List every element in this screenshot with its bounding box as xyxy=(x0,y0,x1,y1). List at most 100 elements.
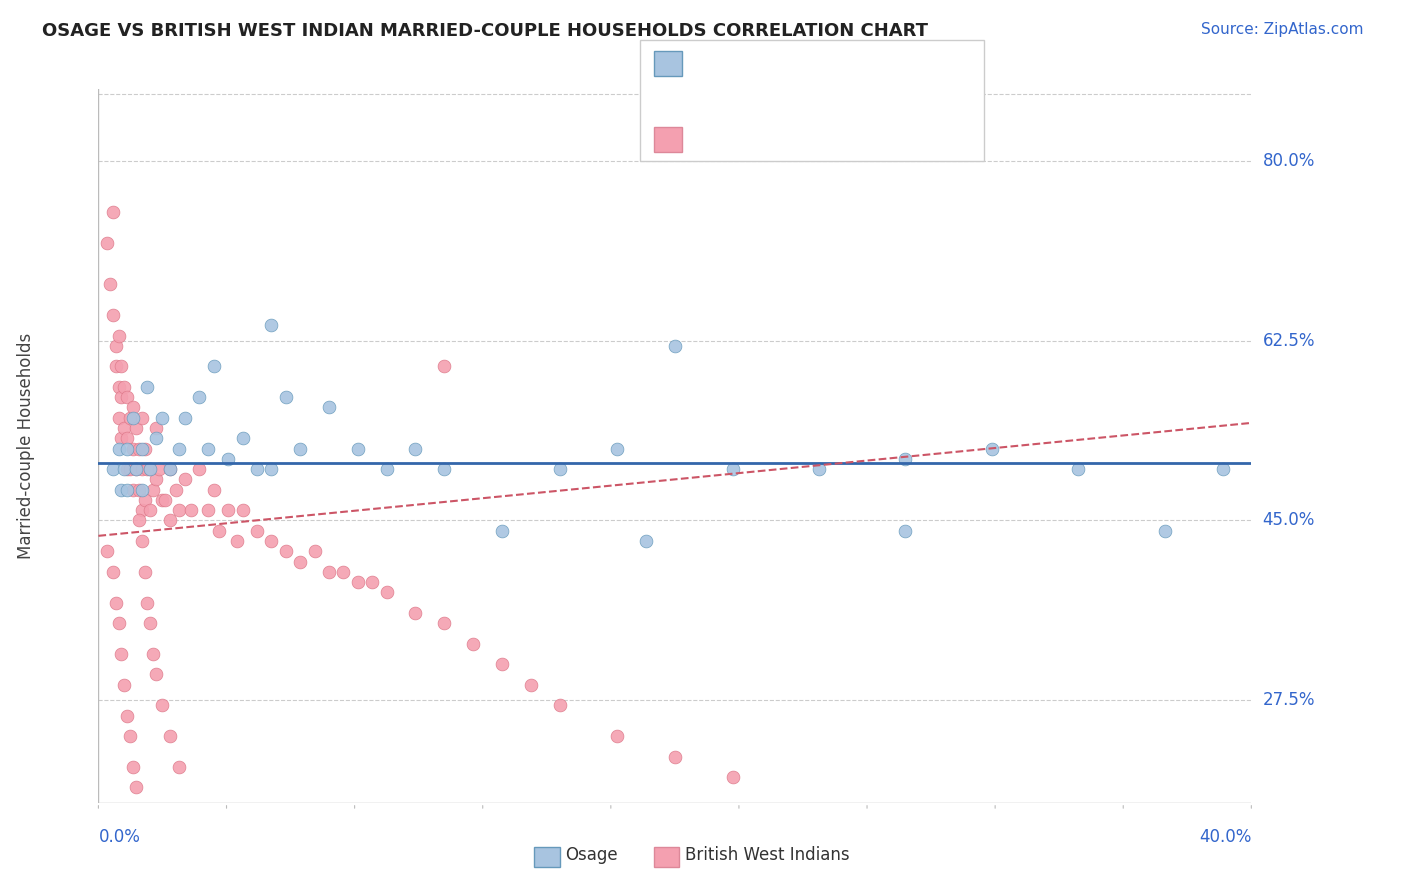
Point xyxy=(548,462,571,476)
Point xyxy=(153,492,176,507)
Text: 45.0%: 45.0% xyxy=(1263,511,1315,530)
Point xyxy=(202,359,225,374)
Point xyxy=(104,359,127,374)
Point xyxy=(208,524,231,538)
Point xyxy=(260,462,283,476)
Text: N = 45: N = 45 xyxy=(789,50,858,68)
Text: Osage: Osage xyxy=(565,847,617,864)
Point xyxy=(145,421,167,435)
Point xyxy=(433,616,456,631)
Point xyxy=(131,483,153,497)
Point xyxy=(139,462,162,476)
Point xyxy=(131,442,153,456)
Point xyxy=(107,328,129,343)
Point xyxy=(145,472,167,486)
Point xyxy=(98,277,121,292)
Point xyxy=(491,524,513,538)
Point xyxy=(131,503,153,517)
Point xyxy=(174,410,197,425)
Point xyxy=(808,462,831,476)
Point xyxy=(145,667,167,681)
Point xyxy=(274,544,297,558)
Point xyxy=(131,533,153,548)
Point xyxy=(104,596,127,610)
Point xyxy=(1154,524,1177,538)
Point xyxy=(120,462,142,476)
Point xyxy=(122,410,145,425)
Point xyxy=(548,698,571,713)
Point xyxy=(117,390,139,404)
Text: 0.050: 0.050 xyxy=(733,126,785,144)
Text: British West Indians: British West Indians xyxy=(685,847,849,864)
Point xyxy=(110,431,132,445)
Point xyxy=(520,678,543,692)
Point xyxy=(636,533,658,548)
Point xyxy=(122,442,145,456)
Point xyxy=(117,431,139,445)
Point xyxy=(159,462,181,476)
Point xyxy=(101,205,124,219)
Point xyxy=(721,770,744,784)
Point xyxy=(142,647,165,661)
Point xyxy=(122,760,145,774)
Point xyxy=(139,462,162,476)
Point xyxy=(125,462,148,476)
Point xyxy=(117,483,139,497)
Point xyxy=(110,359,132,374)
Point xyxy=(107,616,129,631)
Point xyxy=(346,442,368,456)
Point xyxy=(246,524,269,538)
Point xyxy=(122,401,145,415)
Point xyxy=(107,410,129,425)
Point xyxy=(304,544,326,558)
Text: 62.5%: 62.5% xyxy=(1263,332,1315,350)
Point xyxy=(290,442,312,456)
Text: 27.5%: 27.5% xyxy=(1263,691,1315,709)
Point xyxy=(894,451,917,466)
Text: -0.008: -0.008 xyxy=(733,50,792,68)
Point xyxy=(112,678,135,692)
Point xyxy=(981,442,1004,456)
Point xyxy=(433,462,456,476)
Text: 40.0%: 40.0% xyxy=(1199,828,1251,846)
Point xyxy=(217,451,239,466)
Point xyxy=(125,780,148,795)
Point xyxy=(101,565,124,579)
Point xyxy=(142,483,165,497)
Point xyxy=(134,442,156,456)
Point xyxy=(101,462,124,476)
Point xyxy=(112,462,135,476)
Text: 0.0%: 0.0% xyxy=(98,828,141,846)
Point xyxy=(1067,462,1090,476)
Point xyxy=(318,401,340,415)
Point xyxy=(491,657,513,672)
Point xyxy=(217,503,239,517)
Point xyxy=(180,503,202,517)
Point xyxy=(260,533,283,548)
Text: 80.0%: 80.0% xyxy=(1263,152,1315,170)
Point xyxy=(433,359,456,374)
Point xyxy=(721,462,744,476)
Point xyxy=(120,729,142,743)
Point xyxy=(664,749,686,764)
Point xyxy=(112,421,135,435)
Point xyxy=(231,431,254,445)
Point xyxy=(125,462,148,476)
Text: OSAGE VS BRITISH WEST INDIAN MARRIED-COUPLE HOUSEHOLDS CORRELATION CHART: OSAGE VS BRITISH WEST INDIAN MARRIED-COU… xyxy=(42,22,928,40)
Point xyxy=(145,431,167,445)
Point xyxy=(346,575,368,590)
Point xyxy=(128,442,150,456)
Point xyxy=(125,421,148,435)
Point xyxy=(107,380,129,394)
Point xyxy=(405,442,427,456)
Point xyxy=(96,544,118,558)
Point xyxy=(150,410,173,425)
Point xyxy=(375,585,398,599)
Point xyxy=(117,462,139,476)
Point xyxy=(117,708,139,723)
Point xyxy=(606,442,628,456)
Point xyxy=(606,729,628,743)
Point xyxy=(894,524,917,538)
Point xyxy=(107,442,129,456)
Text: R =: R = xyxy=(693,126,734,144)
